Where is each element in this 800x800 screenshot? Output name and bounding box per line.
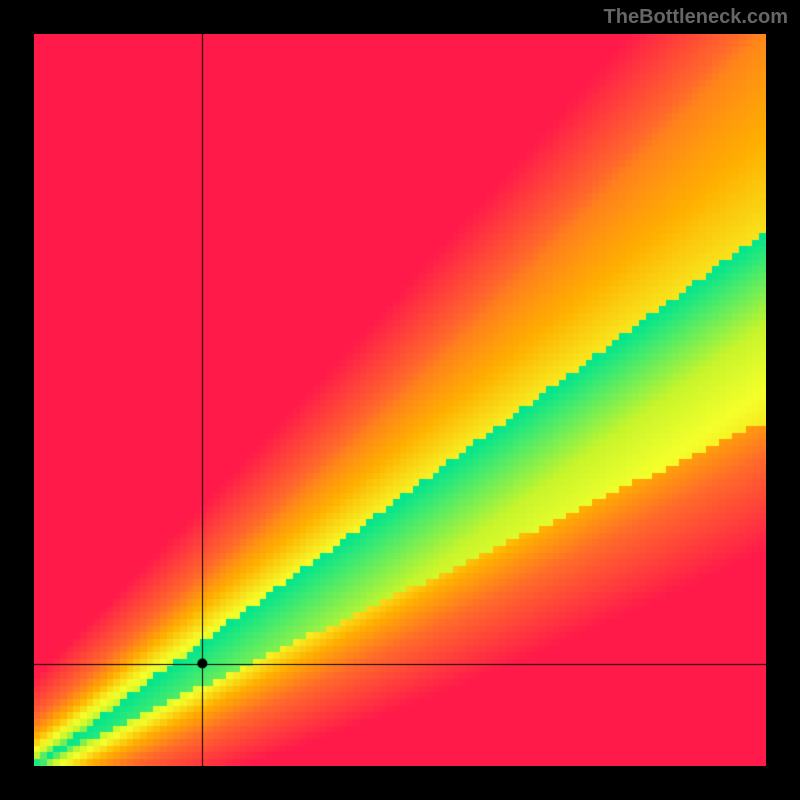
watermark-text: TheBottleneck.com: [604, 6, 788, 29]
heatmap-plot: [34, 34, 766, 766]
heatmap-canvas: [34, 34, 766, 766]
